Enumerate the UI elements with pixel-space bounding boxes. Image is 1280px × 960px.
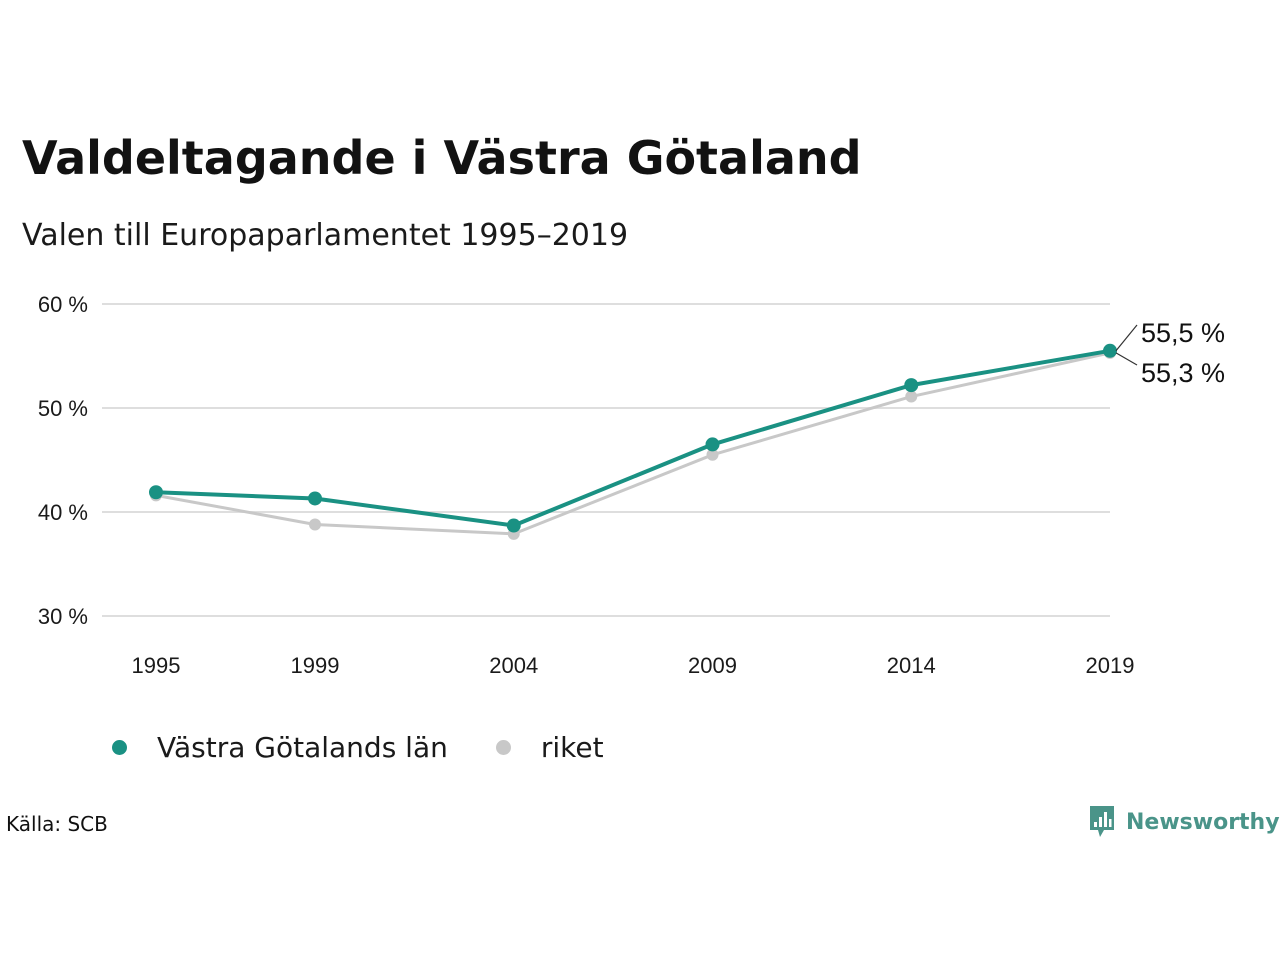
chart-subtitle: Valen till Europaparlamentet 1995–2019 — [22, 218, 629, 253]
legend-marker-riket — [495, 739, 511, 755]
y-tick-label-30: 30 % — [38, 604, 88, 629]
legend-label-vastra-gotaland: Västra Götalands län — [157, 730, 448, 764]
chart-legend: Västra Götalands län riket — [112, 724, 652, 770]
y-tick-label-50: 50 % — [38, 396, 88, 421]
x-tick-label-2019: 2019 — [1086, 653, 1135, 678]
chart-title: Valdeltagande i Västra Götaland — [22, 131, 862, 185]
x-tick-label-2009: 2009 — [688, 653, 737, 678]
x-tick-label-2014: 2014 — [887, 653, 936, 678]
legend-marker-vastra-gotaland — [112, 739, 127, 755]
series-line-v-stra-g-talands-l-n — [154, 348, 1112, 528]
x-tick-label-2004: 2004 — [489, 653, 538, 678]
end-label-leader-riket — [1115, 352, 1138, 366]
x-tick-label-1999: 1999 — [291, 653, 340, 678]
y-tick-label-60: 60 % — [38, 292, 88, 317]
data-point-v-stra-g-talands-l-n-2014 — [904, 378, 919, 393]
data-point-v-stra-g-talands-l-n-1995 — [149, 485, 163, 500]
data-point-riket-2014 — [905, 390, 918, 403]
data-point-v-stra-g-talands-l-n-2004 — [506, 518, 521, 533]
x-tick-label-1995: 1995 — [132, 653, 181, 678]
end-label-riket: 55,3 % — [1141, 358, 1225, 388]
data-point-riket-2009 — [706, 448, 719, 461]
data-point-riket-1999 — [309, 518, 321, 531]
end-label-leader-v-stra-g-talands-l-n — [1115, 324, 1138, 352]
newsworthy-logo-icon — [1090, 806, 1114, 837]
series-line-riket — [154, 351, 1112, 536]
data-point-v-stra-g-talands-l-n-2009 — [705, 437, 720, 452]
data-point-v-stra-g-talands-l-n-1999 — [308, 491, 322, 506]
legend-item-riket: riket — [495, 730, 604, 764]
source-note: Källa: SCB — [6, 812, 108, 836]
brand-name: Newsworthy — [1126, 809, 1280, 835]
y-tick-label-40: 40 % — [38, 500, 88, 525]
brand-logo: Newsworthy — [1088, 804, 1280, 840]
data-point-v-stra-g-talands-l-n-2019 — [1103, 343, 1117, 358]
legend-item-vastra-gotaland: Västra Götalands län — [112, 731, 448, 764]
legend-label-riket: riket — [540, 730, 604, 764]
end-label-v-stra-g-talands-l-n: 55,5 % — [1141, 318, 1225, 348]
